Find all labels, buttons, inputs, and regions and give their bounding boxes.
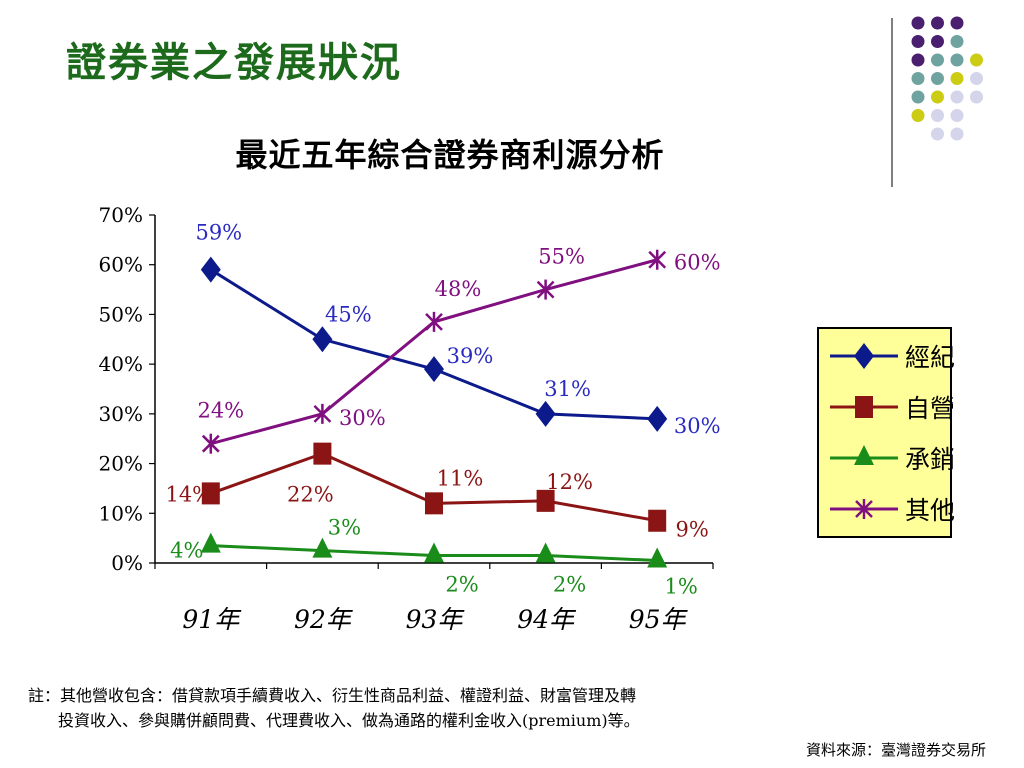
x-tick-label: 95年 bbox=[629, 605, 689, 634]
data-label: 48% bbox=[435, 277, 482, 301]
footnote: 註：其他營收包含：借貸款項手續費收入、衍生性商品利益、權證利益、財富管理及轉 投… bbox=[28, 683, 640, 733]
series-4: 24% 30% 48% 55% 60% bbox=[197, 245, 721, 454]
data-point bbox=[536, 279, 555, 300]
decorative-dot bbox=[931, 53, 944, 67]
y-tick-label: 50% bbox=[99, 302, 143, 326]
decorative-dot bbox=[931, 90, 944, 104]
decorative-dot bbox=[950, 16, 964, 30]
decorative-dot bbox=[911, 16, 925, 30]
data-label: 31% bbox=[544, 377, 591, 401]
x-tick-label: 93年 bbox=[406, 605, 466, 634]
data-label: 39% bbox=[447, 344, 494, 368]
data-point bbox=[313, 403, 332, 424]
slide-title: 證券業之發展狀況 bbox=[66, 39, 402, 86]
data-point bbox=[535, 400, 556, 427]
legend-label: 經紀 bbox=[905, 343, 955, 372]
data-point bbox=[425, 311, 443, 332]
data-point bbox=[648, 249, 667, 270]
y-tick-label: 70% bbox=[99, 203, 143, 227]
data-label: 30% bbox=[339, 406, 386, 430]
footnote-line-2: 投資收入、參與購併顧問費、代理費收入、做為通路的權利金收入(premium)等。 bbox=[58, 711, 640, 730]
data-label: 2% bbox=[445, 573, 478, 597]
data-label: 14% bbox=[165, 482, 212, 506]
data-point bbox=[647, 405, 668, 432]
legend-marker bbox=[854, 445, 874, 465]
footnote-line-1: 註：其他營收包含：借貸款項手續費收入、衍生性商品利益、權證利益、財富管理及轉 bbox=[28, 686, 637, 705]
decorative-dot bbox=[950, 127, 964, 141]
data-point bbox=[200, 256, 221, 283]
data-point bbox=[312, 537, 333, 558]
data-label: 30% bbox=[674, 414, 721, 438]
data-label: 2% bbox=[553, 573, 586, 597]
decorative-dot-grid bbox=[891, 16, 983, 187]
data-label: 55% bbox=[538, 245, 585, 269]
x-tick-label: 94年 bbox=[517, 605, 577, 634]
legend-marker bbox=[855, 396, 873, 418]
data-point bbox=[648, 509, 667, 532]
data-point bbox=[425, 492, 443, 515]
data-label: 59% bbox=[195, 221, 242, 245]
data-label: 3% bbox=[328, 516, 361, 540]
chart-title: 最近五年綜合證券商利源分析 bbox=[235, 136, 665, 174]
legend-marker bbox=[854, 343, 874, 369]
source-credit: 資料來源：臺灣證券交易所 bbox=[805, 741, 986, 759]
decorative-dot bbox=[931, 109, 944, 122]
y-tick-label: 0% bbox=[111, 551, 143, 575]
legend-label: 承銷 bbox=[905, 445, 955, 474]
x-tick-label: 91年 bbox=[182, 605, 242, 634]
data-point bbox=[424, 542, 444, 563]
decorative-dot bbox=[950, 35, 964, 48]
data-label: 45% bbox=[325, 302, 372, 326]
y-tick-label: 10% bbox=[99, 501, 143, 525]
data-point bbox=[201, 433, 220, 454]
y-tick-label: 40% bbox=[99, 352, 143, 376]
decorative-dot bbox=[911, 90, 925, 104]
data-point bbox=[535, 542, 556, 563]
decorative-dot bbox=[950, 53, 964, 67]
decorative-dot bbox=[931, 16, 944, 30]
decorative-dot bbox=[911, 53, 925, 67]
decorative-dot bbox=[931, 35, 944, 48]
y-tick-label: 30% bbox=[99, 402, 143, 426]
data-label: 4% bbox=[170, 539, 203, 563]
decorative-dot bbox=[931, 72, 944, 85]
decorative-dot bbox=[970, 72, 983, 85]
series-3: 4% 3% 2% 2% 1% bbox=[170, 516, 698, 599]
data-point bbox=[313, 442, 332, 465]
data-label: 11% bbox=[437, 466, 484, 490]
decorative-dot bbox=[970, 53, 983, 67]
data-point bbox=[312, 326, 333, 353]
legend-box bbox=[817, 327, 952, 538]
line-chart: 0% 10% 20% 30% 40% 50% 60% 70% 91年 92年 93年 94年 95年 59… bbox=[99, 203, 955, 634]
series-1: 59% 45% 39% 31% 30% bbox=[195, 221, 720, 438]
decorative-dot bbox=[950, 72, 964, 85]
data-label: 22% bbox=[287, 483, 334, 507]
legend-label: 其他 bbox=[905, 496, 955, 525]
series-2: 14% 22% 11% 12% 9% bbox=[165, 442, 709, 542]
data-label: 9% bbox=[676, 518, 709, 542]
data-point bbox=[647, 547, 668, 568]
x-tick-label: 92年 bbox=[294, 605, 354, 634]
decorative-dot bbox=[911, 109, 925, 122]
data-label: 1% bbox=[665, 575, 698, 599]
y-tick-label: 20% bbox=[99, 452, 143, 476]
legend-label: 自營 bbox=[905, 394, 955, 423]
data-label: 60% bbox=[674, 251, 721, 275]
decorative-dot bbox=[970, 90, 983, 104]
data-label: 12% bbox=[546, 470, 593, 494]
data-point bbox=[424, 356, 444, 383]
data-point bbox=[201, 482, 220, 505]
legend-marker bbox=[855, 499, 873, 519]
decorative-dot bbox=[911, 35, 925, 48]
data-point bbox=[536, 489, 555, 512]
decorative-dot bbox=[950, 109, 964, 122]
data-point bbox=[200, 532, 221, 553]
decorative-dot bbox=[911, 72, 925, 85]
decorative-dot bbox=[931, 127, 944, 141]
data-label: 24% bbox=[197, 399, 244, 423]
y-tick-label: 60% bbox=[99, 253, 143, 277]
decorative-dot bbox=[950, 90, 964, 104]
